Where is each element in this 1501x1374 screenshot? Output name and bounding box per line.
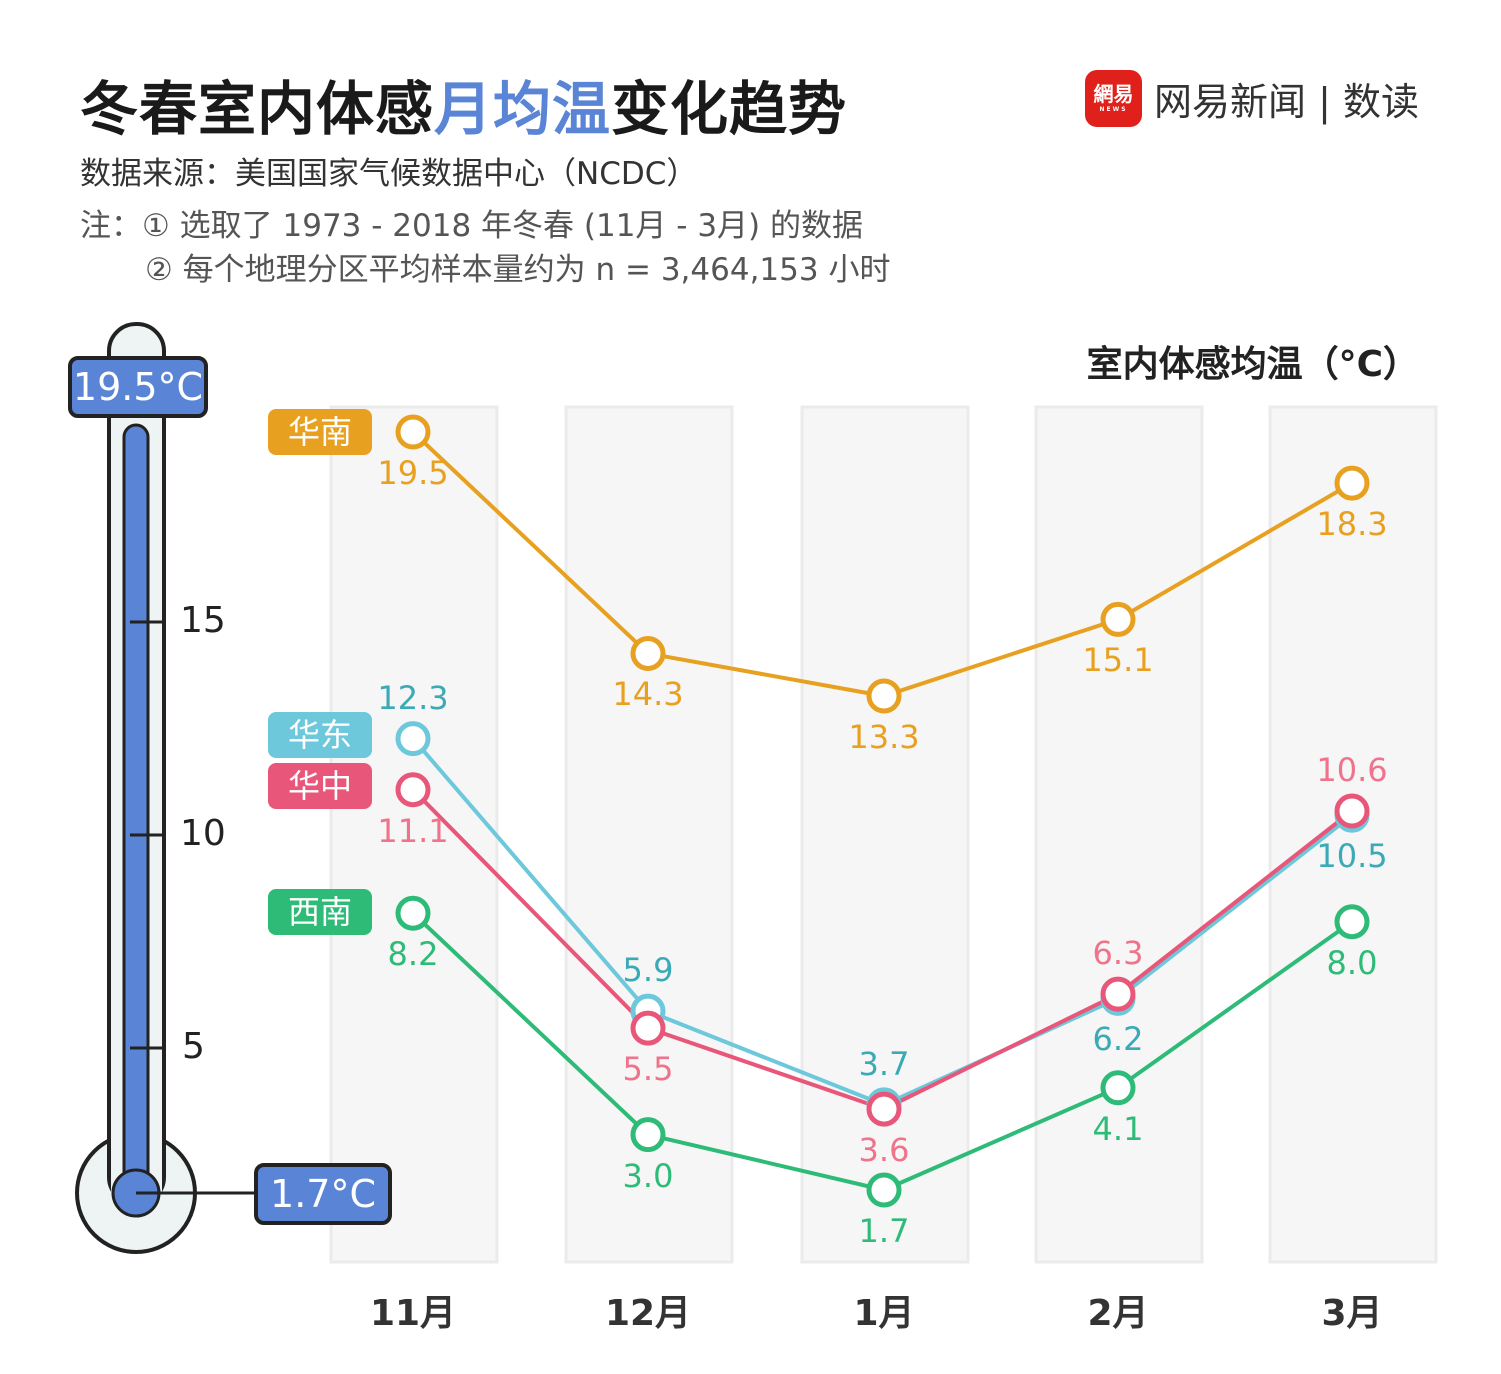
data-point (1100, 1070, 1136, 1106)
page-title: 冬春室内体感月均温变化趋势 (80, 62, 847, 146)
x-tick-label: 12月 (604, 1293, 692, 1334)
data-label: 10.5 (1316, 837, 1388, 876)
tick-15: 15 (180, 600, 226, 641)
logo-badge-text: 網易 (1093, 82, 1134, 106)
netease-logo-icon: 網易 NEWS (1085, 70, 1142, 127)
data-label: 13.3 (848, 718, 920, 757)
data-label: 12.3 (377, 678, 449, 717)
logo: 網易 NEWS 网易新闻 | 数读 (1085, 70, 1419, 127)
title-part2: 变化趋势 (611, 75, 848, 143)
data-point (630, 1117, 666, 1153)
data-label: 8.2 (387, 935, 439, 974)
thermometer-icon (75, 322, 260, 1254)
data-point (1334, 904, 1370, 940)
data-point (866, 678, 902, 714)
x-tick-label: 1月 (853, 1293, 915, 1334)
column-band-4 (1268, 405, 1438, 1264)
data-point (1100, 601, 1136, 637)
data-label: 11.1 (377, 811, 449, 850)
tick-10: 10 (180, 813, 226, 854)
data-point (866, 1091, 902, 1127)
data-source: 数据来源：美国国家气候数据中心（NCDC） (80, 156, 698, 192)
data-label: 3.0 (622, 1156, 674, 1195)
note-line-2: ② 每个地理分区平均样本量约为 n = 3,464,153 小时 (145, 252, 891, 288)
data-point (395, 414, 431, 450)
data-label: 8.0 (1326, 943, 1378, 982)
title-highlight: 月均温 (434, 75, 612, 143)
legend-tag: 华中 (268, 763, 372, 809)
data-label: 6.2 (1092, 1020, 1144, 1059)
data-label: 4.1 (1092, 1109, 1144, 1148)
title-part1: 冬春室内体感 (80, 75, 435, 143)
legend-tag: 华南 (268, 409, 372, 455)
tick-5: 5 (182, 1026, 205, 1067)
min-temp-label: 1.7°C (254, 1163, 392, 1225)
data-label: 18.3 (1316, 505, 1388, 544)
column-band-3 (1034, 405, 1204, 1264)
data-point (630, 635, 666, 671)
data-point (1100, 976, 1136, 1012)
x-tick-label: 11月 (369, 1293, 457, 1334)
data-point (1334, 465, 1370, 501)
data-label: 5.5 (622, 1050, 674, 1089)
data-point (395, 721, 431, 757)
logo-text: 网易新闻 | 数读 (1154, 80, 1419, 124)
data-label: 1.7 (858, 1212, 910, 1250)
data-label: 5.9 (622, 951, 674, 990)
legend-tag: 西南 (268, 889, 372, 935)
data-label: 10.6 (1316, 751, 1388, 789)
legend-tag: 华东 (268, 712, 372, 758)
logo-badge-sub: NEWS (1099, 106, 1128, 113)
data-label: 6.3 (1092, 934, 1144, 973)
data-point (395, 895, 431, 931)
y-axis-label: 室内体感均温（°C） (1086, 344, 1419, 385)
data-point (630, 1010, 666, 1046)
column-band-0 (329, 405, 499, 1264)
data-label: 3.6 (858, 1131, 910, 1170)
data-label: 19.5 (377, 454, 449, 492)
max-temp-label: 19.5°C (68, 356, 208, 418)
data-point (866, 1172, 902, 1208)
x-tick-label: 3月 (1321, 1293, 1383, 1334)
data-label: 3.7 (858, 1044, 910, 1083)
x-tick-label: 2月 (1087, 1293, 1149, 1334)
data-point (1334, 793, 1370, 829)
data-label: 14.3 (612, 675, 684, 714)
data-label: 15.1 (1082, 641, 1154, 680)
data-point (395, 772, 431, 808)
note-line-1: 注：① 选取了 1973 - 2018 年冬春 (11月 - 3月) 的数据 (80, 208, 863, 244)
